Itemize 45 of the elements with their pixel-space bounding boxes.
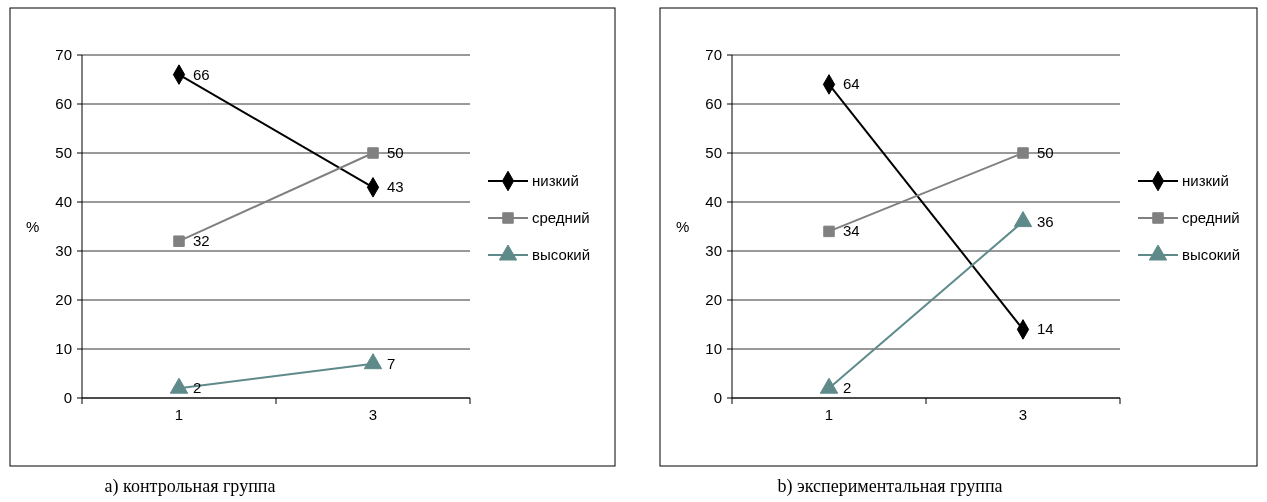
y-tick-label: 0 xyxy=(713,389,722,406)
point xyxy=(173,235,185,247)
legend-label: низкий xyxy=(1182,172,1229,189)
y-axis-title: % xyxy=(676,217,690,235)
data-label: 50 xyxy=(1037,144,1054,161)
data-label: 2 xyxy=(843,379,852,397)
data-label: 32 xyxy=(193,232,210,250)
y-tick-label: 60 xyxy=(55,95,72,112)
data-label: 64 xyxy=(843,75,860,93)
y-axis-title: % xyxy=(26,217,40,235)
legend-label: средний xyxy=(532,209,590,226)
point xyxy=(367,147,379,159)
y-tick-label: 20 xyxy=(55,291,72,308)
y-tick-label: 10 xyxy=(705,340,722,357)
y-tick-label: 50 xyxy=(705,144,722,161)
y-tick-label: 40 xyxy=(55,193,72,210)
legend-label: средний xyxy=(1182,209,1240,226)
point xyxy=(823,225,835,238)
data-label: 43 xyxy=(387,178,404,196)
y-tick-label: 50 xyxy=(55,144,72,161)
y-tick-label: 30 xyxy=(55,242,72,259)
y-tick-label: 60 xyxy=(705,95,722,112)
data-label: 66 xyxy=(193,65,210,83)
data-label: 34 xyxy=(843,222,860,240)
data-label: 7 xyxy=(387,354,396,372)
legend-label: низкий xyxy=(532,172,579,189)
y-tick-label: 30 xyxy=(705,242,722,259)
data-label: 50 xyxy=(387,144,404,161)
y-tick-label: 20 xyxy=(705,291,722,308)
y-tick-label: 10 xyxy=(55,340,72,357)
x-tick-label: 3 xyxy=(1018,406,1028,423)
x-tick-label: 1 xyxy=(824,406,834,423)
y-tick-label: 0 xyxy=(63,389,72,406)
data-label: 14 xyxy=(1037,320,1054,338)
text: b) экспериментальная группа xyxy=(777,476,1003,497)
legend-label: высокий xyxy=(1182,246,1241,263)
y-tick-label: 40 xyxy=(705,193,722,210)
data-label: 36 xyxy=(1037,212,1054,230)
x-tick-label: 3 xyxy=(368,406,378,423)
y-tick-label: 70 xyxy=(55,46,72,63)
x-tick-label: 1 xyxy=(174,406,184,423)
y-tick-label: 70 xyxy=(705,46,722,63)
point xyxy=(1017,147,1029,159)
legend-label: высокий xyxy=(532,246,591,263)
text: a) контрольная группа xyxy=(104,476,276,497)
